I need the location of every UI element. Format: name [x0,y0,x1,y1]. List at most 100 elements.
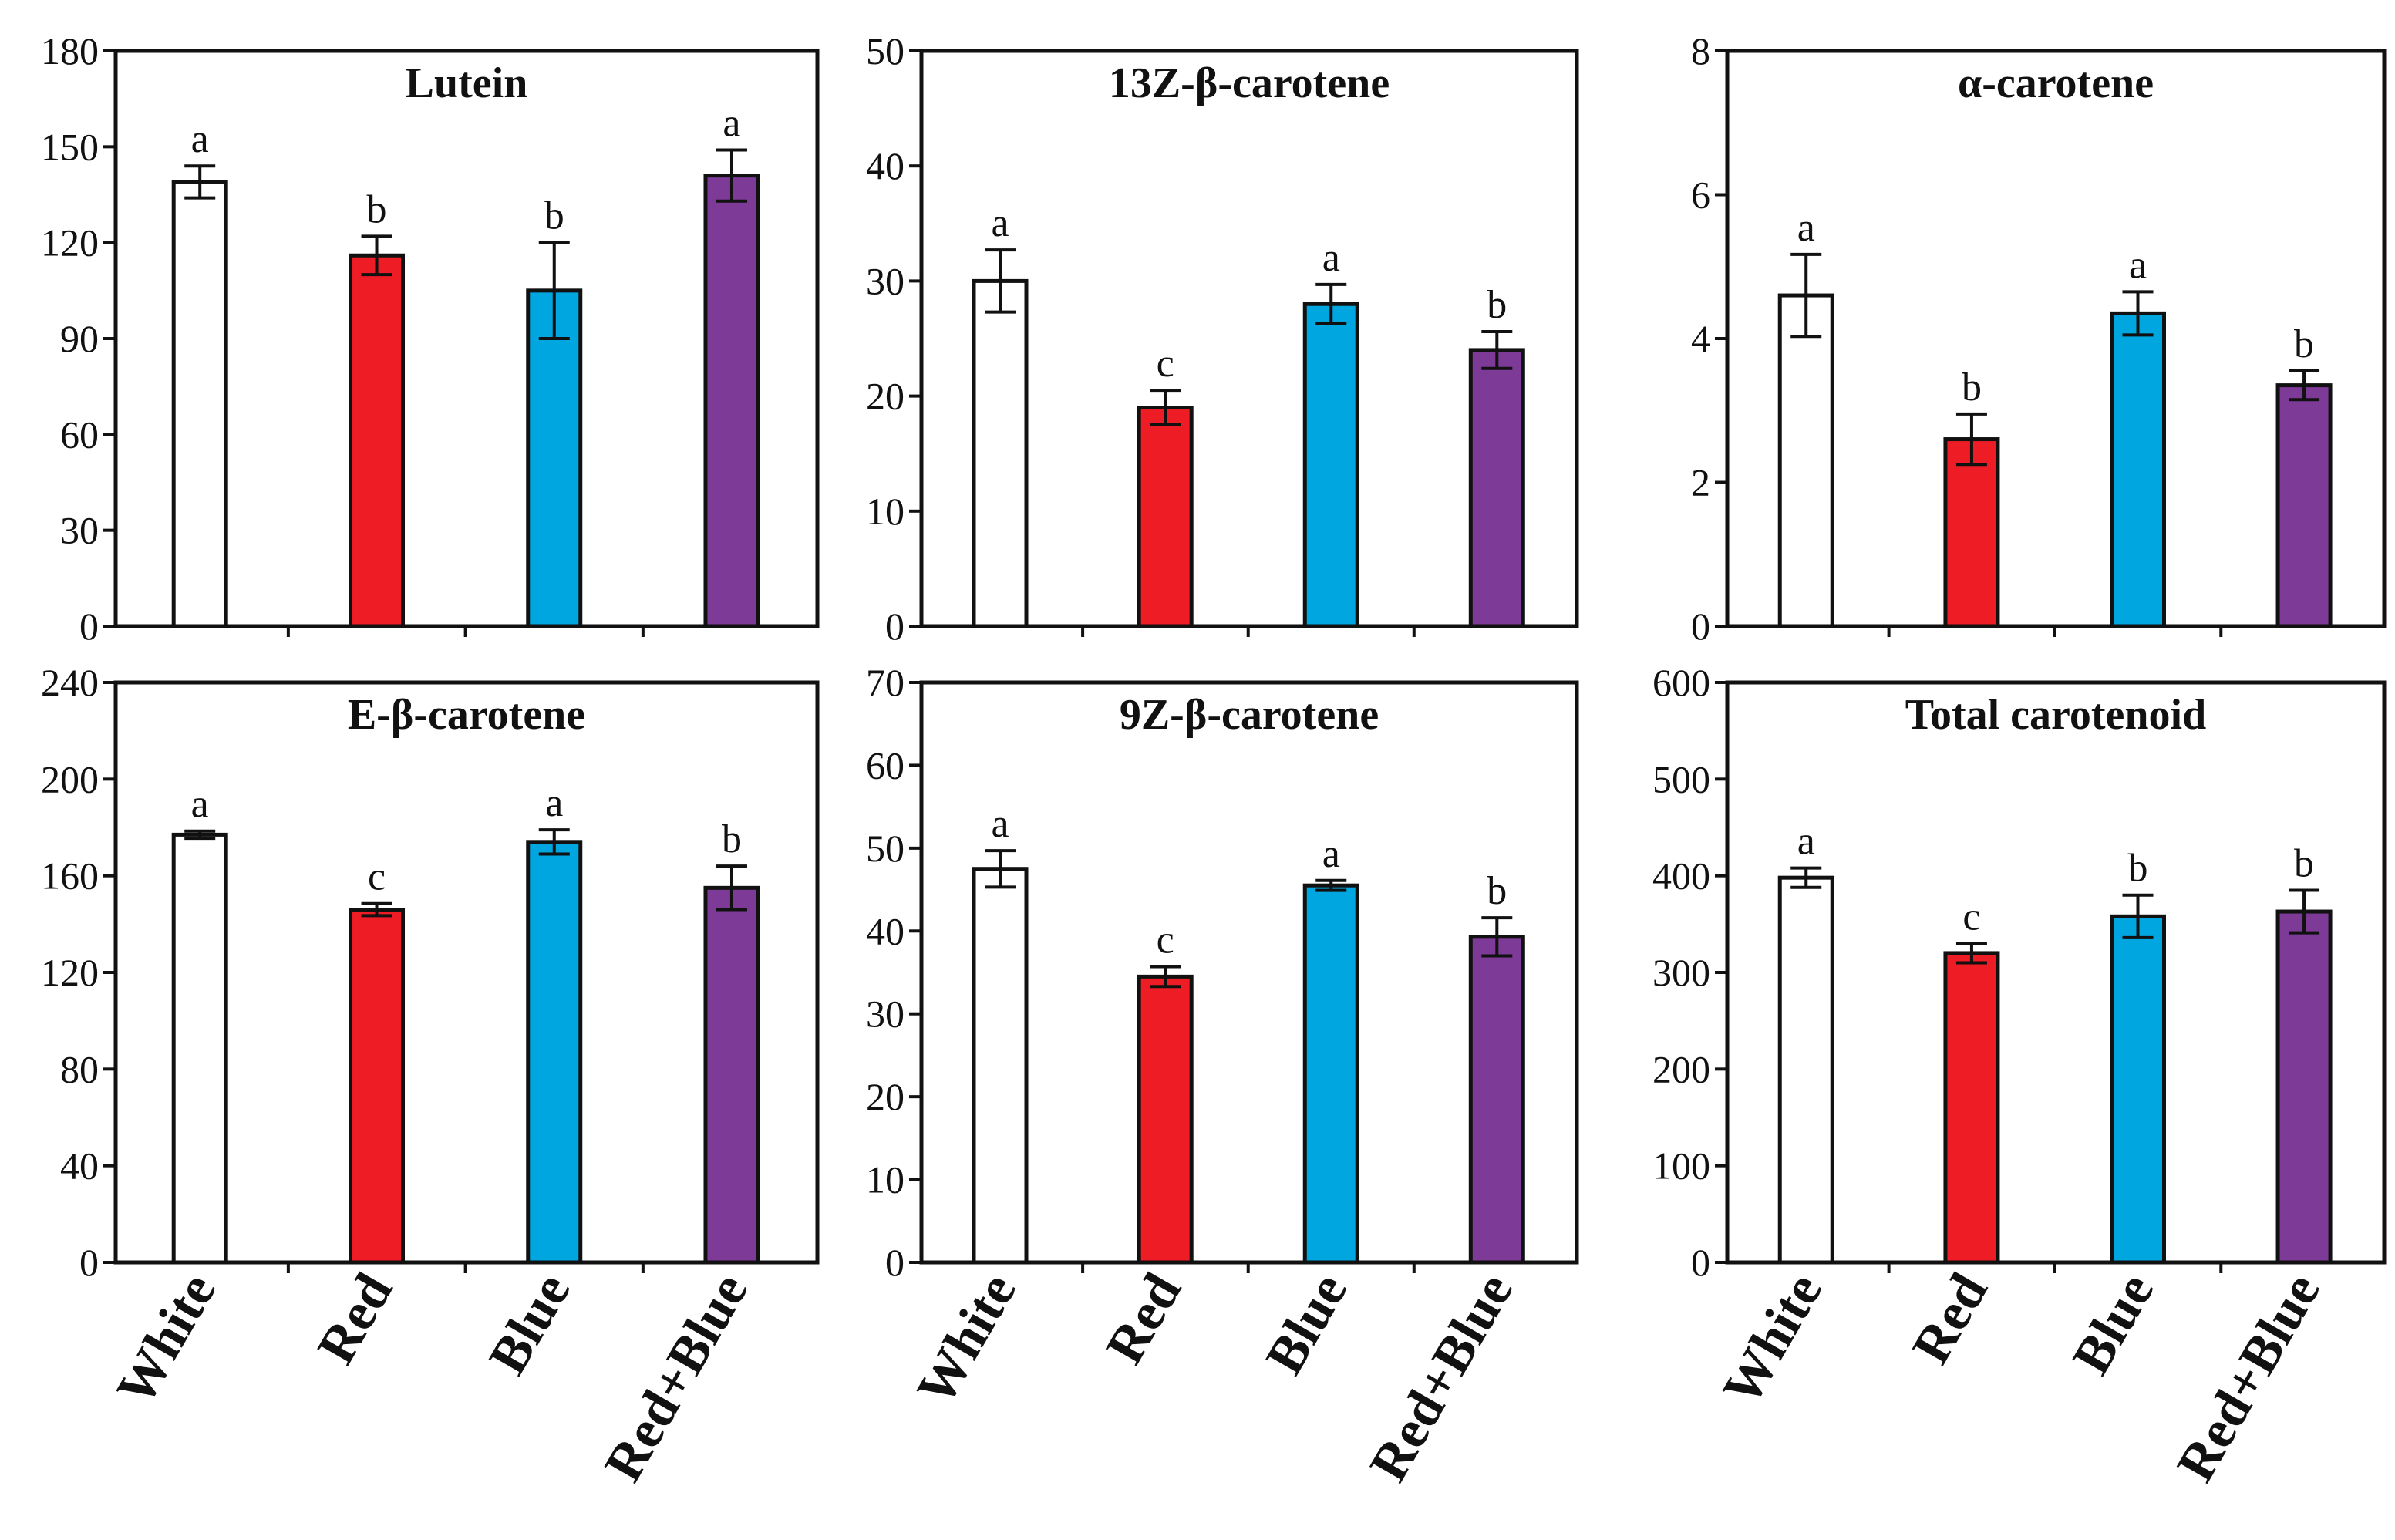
significance-letter: b [1962,366,1982,409]
y-tick-label: 500 [1652,757,1710,800]
significance-letter: b [544,194,564,238]
category-label: White [106,1264,227,1416]
panel-title: 9Z-β-carotene [1120,691,1379,739]
bar-red-blue [2275,383,2333,628]
bar-red-blue [703,174,760,628]
y-tick-label: 6 [1691,174,1710,217]
category-label: Red [306,1263,404,1373]
y-tick-label: 0 [79,1241,99,1284]
y-tick-label: 300 [1652,951,1710,994]
significance-letter: a [1797,206,1815,250]
significance-letter: b [722,817,742,861]
bar-blue [2110,914,2166,1265]
panel-title: α-carotene [1958,59,2154,107]
bar-white [972,278,1029,628]
chart-panel-3: 0 2 4 6 8 α-carotene a b a b [1691,29,2387,648]
significance-letter: c [368,855,386,899]
y-tick-label: 60 [866,743,904,787]
y-tick-label: 160 [41,854,99,898]
y-tick-label: 10 [866,490,904,533]
bar-red [1137,406,1194,628]
chart-panel-1: 0 30 60 90 120 150 180 Lutein a b b a [41,29,820,648]
chart-panel-5: 0 10 20 30 40 50 60 70 9Z-β-carotene a c a b White Red… [866,661,1579,1491]
y-tick-label: 200 [41,757,99,800]
y-tick-label: 90 [60,317,99,360]
bar-blue [526,840,583,1265]
category-label: Red [1095,1263,1193,1373]
y-tick-label: 30 [866,992,904,1036]
y-tick-label: 20 [866,375,904,418]
bar-red-blue [703,885,760,1265]
y-tick-label: 40 [866,144,904,187]
y-tick-label: 600 [1652,661,1710,704]
significance-letter: a [545,781,563,825]
y-tick-label: 10 [866,1158,904,1201]
bar-red-blue [2275,909,2333,1265]
bar-red-blue [1468,348,1525,628]
y-tick-label: 0 [79,605,99,648]
significance-letter: c [1157,918,1174,962]
category-label: Red [1902,1263,1999,1373]
significance-letter: a [723,101,740,145]
bar-white [171,832,228,1265]
y-tick-label: 0 [885,605,904,648]
bar-white [1777,293,1834,628]
y-tick-label: 0 [1691,605,1710,648]
bar-blue [2110,311,2166,628]
y-tick-label: 400 [1652,854,1710,898]
bar-white [1777,875,1834,1265]
category-label: Red+Blue [2166,1264,2332,1491]
panel-title: E-β-carotene [348,691,585,739]
y-tick-label: 70 [866,661,904,704]
y-tick-label: 4 [1691,317,1710,360]
category-label: White [1712,1264,1834,1416]
significance-letter: a [191,117,209,161]
bar-red [1137,974,1194,1265]
chart-panel-6: 0 100 200 300 400 500 600 Total carotenoid a c b b W… [1652,661,2387,1491]
bar-red [349,253,406,628]
panel-title: 13Z-β-carotene [1109,59,1390,107]
significance-letter: c [1157,342,1174,386]
significance-letter: b [1487,283,1507,327]
significance-letter: a [2129,243,2147,287]
y-tick-label: 2 [1691,461,1710,504]
bar-white [972,867,1029,1265]
significance-letter: a [191,783,209,827]
category-label: Blue [478,1264,582,1384]
bar-red [349,908,406,1265]
y-tick-label: 60 [60,413,99,456]
significance-letter: b [1487,869,1507,913]
bar-red [1943,437,2000,628]
panel-title: Lutein [406,59,528,107]
y-tick-label: 20 [866,1075,904,1118]
chart-panel-4: 0 40 80 120 160 200 240 E-β-carotene a c a b White Re… [41,661,820,1491]
y-tick-label: 40 [60,1144,99,1188]
significance-letter: b [2128,847,2148,891]
y-tick-label: 50 [866,29,904,72]
y-tick-label: 100 [1652,1144,1710,1188]
significance-letter: a [1322,832,1340,876]
category-label: Red+Blue [1359,1264,1524,1491]
y-tick-label: 30 [866,259,904,302]
significance-letter: c [1962,895,1980,938]
y-tick-label: 0 [885,1241,904,1284]
y-tick-label: 50 [866,827,904,870]
y-tick-label: 200 [1652,1047,1710,1090]
y-tick-label: 30 [60,509,99,552]
y-tick-label: 150 [41,125,99,168]
category-label: Blue [2062,1264,2166,1384]
y-tick-label: 8 [1691,29,1710,72]
y-tick-label: 40 [866,909,904,952]
bar-red [1943,951,2000,1265]
category-label: Red+Blue [594,1264,760,1491]
significance-letter: a [1322,236,1340,280]
y-tick-label: 120 [41,221,99,265]
significance-letter: b [367,187,387,231]
significance-letter: b [2294,322,2314,366]
y-tick-label: 240 [41,661,99,704]
bar-red-blue [1468,935,1525,1265]
y-tick-label: 120 [41,951,99,994]
y-tick-label: 80 [60,1047,99,1090]
category-label: White [906,1264,1028,1416]
